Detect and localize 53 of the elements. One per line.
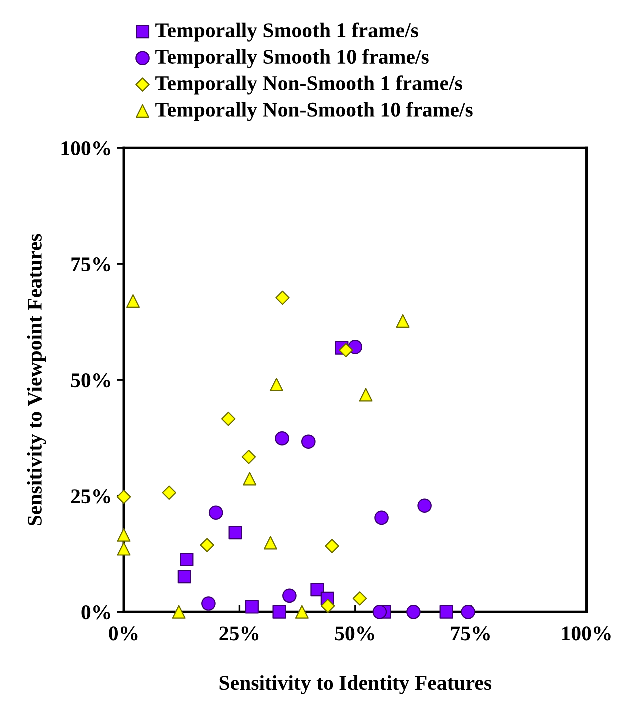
point — [374, 510, 389, 526]
point — [372, 605, 388, 620]
point — [221, 412, 236, 426]
point — [406, 605, 421, 620]
x-tick-label: 25% — [220, 626, 259, 641]
point — [270, 378, 284, 392]
point — [276, 290, 290, 306]
point — [272, 605, 286, 619]
point — [325, 539, 340, 554]
legend-label: Temporally Non-Smooth 10 frame/s — [156, 102, 473, 122]
point — [461, 605, 476, 620]
x-tick-label: 0% — [109, 626, 138, 641]
point — [180, 552, 194, 566]
y-tick-label: 75% — [72, 258, 110, 272]
point — [264, 536, 278, 550]
point — [359, 388, 373, 402]
x-tick-label: 75% — [451, 626, 490, 641]
point — [320, 598, 336, 614]
point — [396, 314, 410, 328]
point — [178, 570, 192, 584]
point — [310, 583, 324, 597]
point — [117, 528, 131, 542]
point — [243, 472, 257, 486]
point — [302, 434, 316, 449]
point — [275, 431, 290, 446]
point — [126, 294, 140, 308]
point — [338, 343, 354, 358]
y-tick-label: 50% — [71, 374, 110, 388]
point — [228, 526, 242, 540]
legend-label: Temporally Smooth 1 frame/s — [156, 22, 418, 42]
y-axis-title: Sensitivity to Viewpoint Features — [27, 234, 46, 526]
point — [200, 538, 214, 552]
x-tick-label: 50% — [335, 626, 374, 641]
y-tick-label: 0% — [82, 606, 110, 620]
point — [440, 605, 454, 619]
point — [208, 506, 224, 520]
point — [245, 600, 259, 614]
point — [352, 592, 368, 606]
point — [418, 498, 432, 514]
point — [116, 490, 132, 504]
point — [242, 450, 256, 464]
point — [282, 588, 297, 604]
point — [202, 596, 216, 611]
point — [117, 542, 131, 556]
legend-label: Temporally Smooth 10 frame/s — [156, 49, 429, 68]
y-tick-label: 25% — [71, 490, 110, 504]
y-tick-label: 100% — [62, 141, 110, 156]
point — [172, 605, 186, 619]
point — [295, 605, 309, 619]
legend-label: Temporally Non-Smooth 1 frame/s — [156, 76, 462, 95]
x-tick-label: 100% — [562, 626, 611, 641]
x-axis-title: Sensitivity to Identity Features — [220, 675, 492, 694]
point — [162, 486, 177, 500]
